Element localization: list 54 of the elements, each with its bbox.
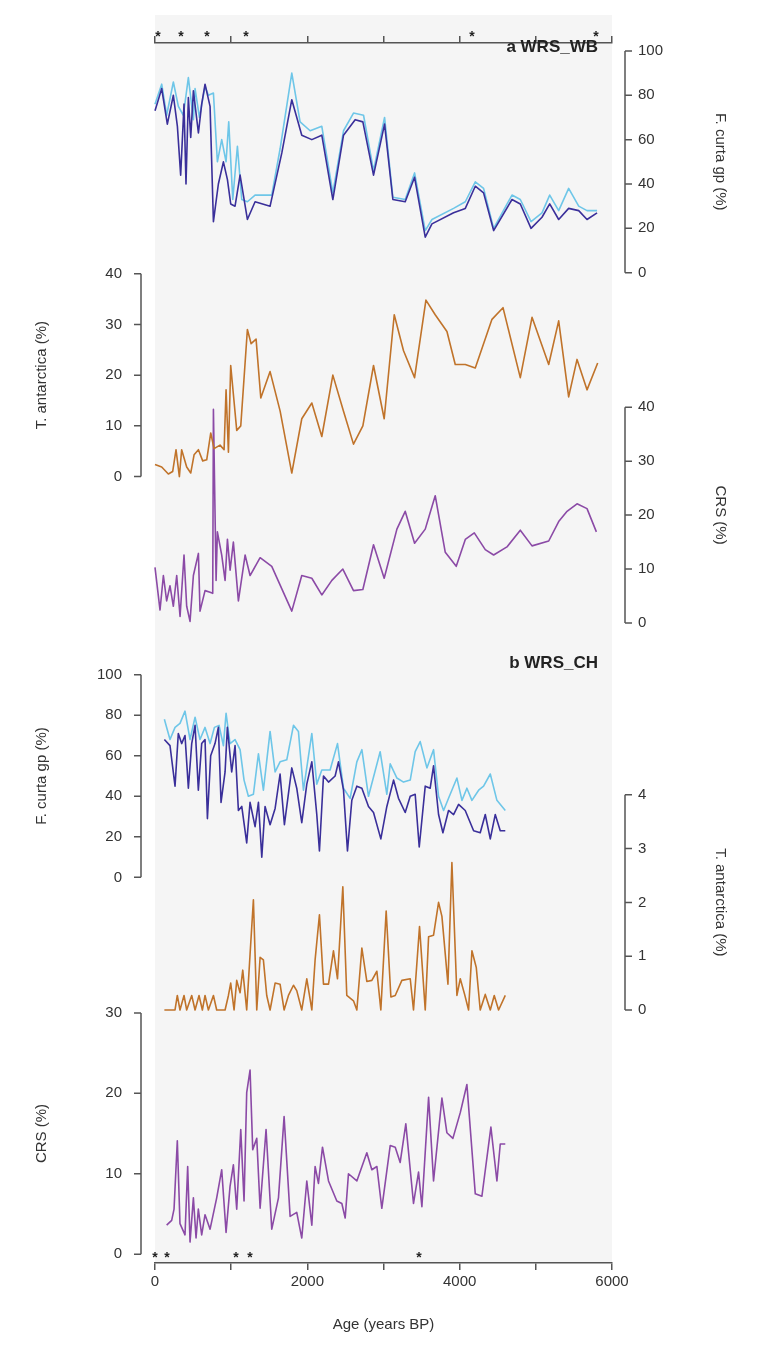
text: * [178, 27, 185, 44]
y-tick-label: 20 [638, 505, 655, 523]
y-tick-label: 2 [638, 892, 647, 910]
y-tick-label: 40 [105, 786, 122, 804]
y-axis-title: CRS (%) [712, 485, 730, 545]
text: * [469, 27, 476, 44]
annotation: * [233, 1248, 240, 1265]
y-tick-label: 0 [113, 867, 122, 885]
y-tick-label: 10 [105, 416, 122, 433]
y-tick-label: 80 [105, 705, 122, 723]
y-tick-label: 0 [638, 1000, 647, 1018]
y-tick-label: 20 [105, 365, 122, 383]
y-tick-label: 10 [105, 1163, 122, 1181]
y-tick-label: 20 [105, 826, 122, 844]
x-tick-label: 4000 [442, 1272, 477, 1290]
y-axis-title: T. antarctica (%) [32, 320, 50, 430]
text: * [243, 27, 250, 44]
annotation: * [164, 1248, 171, 1265]
chart-title: b WRS_CH [509, 653, 598, 672]
y-tick-label: 0 [113, 1244, 122, 1262]
y-axis-title: CRS (%) [32, 1103, 50, 1164]
y-tick-label: 40 [638, 397, 655, 415]
text: * [155, 27, 162, 44]
y-tick-label: 40 [105, 263, 122, 281]
y-tick-label: 100 [96, 664, 122, 682]
y-tick-label: 100 [638, 41, 664, 59]
y-axis-title: F. curta gp (%) [32, 727, 50, 825]
y-tick-label: 80 [638, 85, 655, 103]
y-tick-label: 0 [638, 262, 647, 280]
y-tick-label: 30 [105, 1003, 122, 1021]
y-tick-label: 10 [638, 559, 655, 577]
x-tick-label: 2000 [290, 1272, 325, 1290]
text: * [204, 27, 211, 44]
y-tick-label: 4 [638, 784, 647, 802]
y-tick-label: 60 [105, 745, 122, 763]
chart-title: a WRS_WB [506, 37, 598, 56]
y-axis-title: F. curta gp (%) [712, 113, 730, 211]
y-tick-label: 3 [638, 838, 647, 856]
y-tick-label: 20 [638, 218, 655, 236]
annotation: * [416, 1248, 423, 1265]
annotation: * [152, 1248, 159, 1265]
y-tick-label: 0 [638, 613, 647, 631]
y-tick-label: 30 [105, 314, 122, 332]
y-tick-label: 60 [638, 129, 655, 147]
x-tick-label: 0 [150, 1272, 160, 1290]
y-axis-title: T. antarctica (%) [712, 848, 730, 957]
x-axis-title: Age (years BP) [332, 1315, 435, 1333]
y-tick-label: 1 [638, 946, 647, 964]
y-tick-label: 30 [638, 451, 655, 469]
y-tick-label: 20 [105, 1083, 122, 1101]
x-tick-label: 6000 [595, 1272, 629, 1290]
annotation: * [247, 1248, 254, 1265]
y-tick-label: 40 [638, 174, 655, 192]
y-tick-label: 0 [113, 466, 122, 484]
